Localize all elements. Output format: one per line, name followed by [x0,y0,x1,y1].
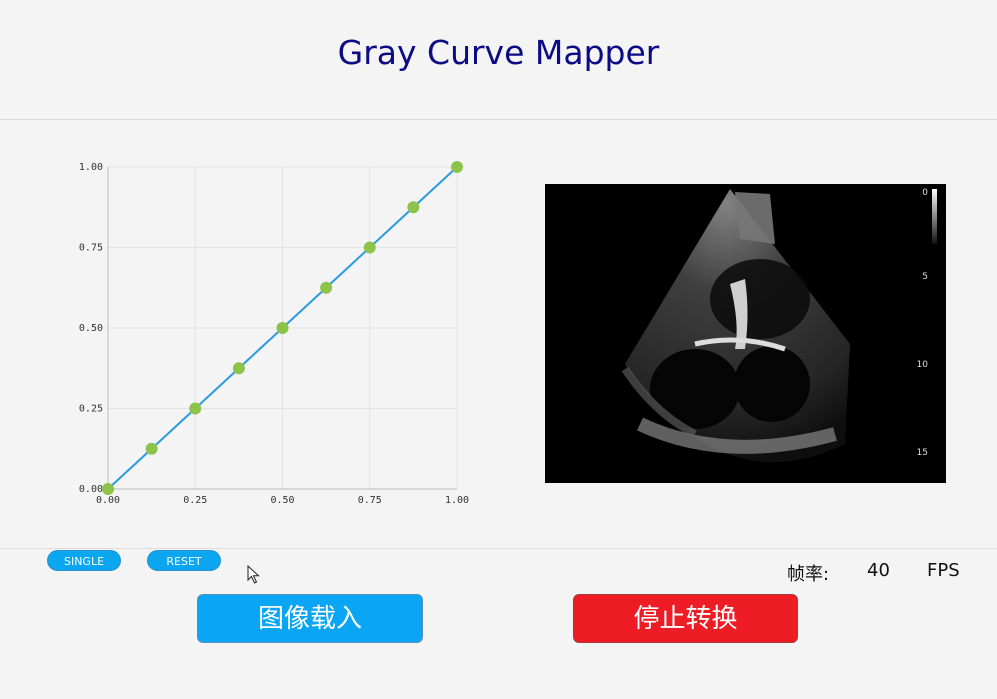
x-tick-label: 0.25 [183,495,207,506]
curve-control-point[interactable] [276,322,289,334]
x-tick-label: 0.75 [358,495,382,506]
curve-control-point[interactable] [320,281,333,294]
curve-control-point[interactable] [451,161,463,173]
reset-button[interactable]: RESET [147,550,221,571]
curve-control-points[interactable] [102,161,463,495]
mouse-pointer-icon [247,565,260,584]
depth-scale-label: 0 [922,188,928,198]
y-tick-label: 0.00 [79,484,103,495]
curve-control-point[interactable] [407,201,420,214]
x-tick-label: 1.00 [445,495,469,506]
y-tick-label: 0.50 [79,323,103,334]
fps-value: 40 [867,560,890,581]
depth-scale-label: 5 [922,272,928,282]
y-tick-label: 0.75 [79,243,103,254]
bottom-divider [0,548,997,549]
curve-control-point[interactable] [232,362,245,375]
header-divider [0,119,997,120]
depth-scale-label: 15 [916,448,928,458]
fps-unit: FPS [927,560,960,581]
curve-control-point[interactable] [145,442,158,455]
depth-scale-label: 10 [916,360,928,370]
image-load-button[interactable]: 图像载入 [197,594,423,643]
curve-control-point[interactable] [102,483,114,495]
y-tick-label: 0.25 [79,404,103,415]
single-button[interactable]: SINGLE [47,550,121,571]
x-tick-label: 0.00 [96,495,120,506]
stop-conversion-button[interactable]: 停止转换 [573,594,798,643]
fps-label: 帧率: [787,564,830,585]
page-title: Gray Curve Mapper [337,33,660,72]
chart-ticks: 0.00 0.25 0.50 0.75 1.00 0.00 0.25 0.50 0.75 1.00 [79,162,469,506]
y-tick-label: 1.00 [79,162,103,173]
gray-curve-chart[interactable]: 0.00 0.25 0.50 0.75 1.00 0.00 0.25 0.50 0.75 1.00 [0,150,480,520]
image-preview: 0 5 10 15 [545,184,946,483]
x-tick-label: 0.50 [270,495,294,506]
curve-control-point[interactable] [363,241,376,254]
ultrasound-image [621,189,937,462]
curve-control-point[interactable] [189,402,202,415]
